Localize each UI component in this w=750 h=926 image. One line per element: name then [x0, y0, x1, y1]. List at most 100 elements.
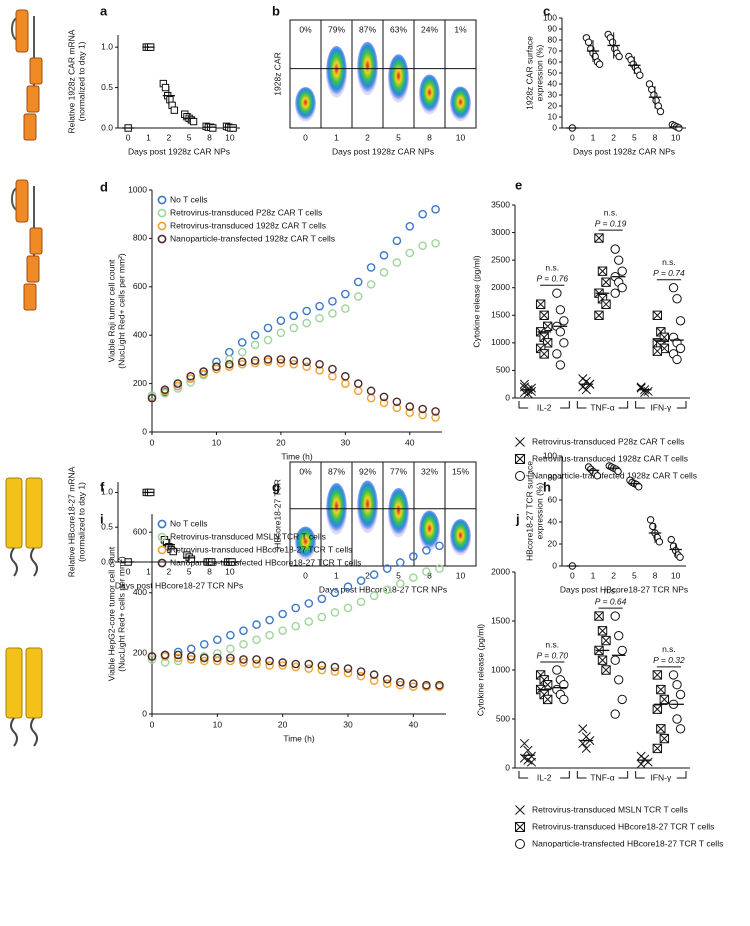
- point: [646, 516, 655, 524]
- point: [601, 665, 611, 675]
- point: [315, 359, 324, 369]
- point: [302, 362, 311, 371]
- panel-label: d: [100, 179, 108, 194]
- point: [291, 621, 301, 631]
- point: [289, 356, 299, 365]
- value-label: 92%: [359, 466, 376, 476]
- x-axis-label: Days post 1928z CAR NPs: [128, 146, 230, 156]
- point: [213, 656, 222, 666]
- point: [594, 611, 604, 621]
- point: [559, 694, 569, 705]
- point: [276, 316, 286, 325]
- x-tick-label: 5: [396, 570, 401, 580]
- point: [173, 650, 183, 660]
- legend-label: Retrovirus-transduced P28z CAR T cells: [170, 207, 322, 217]
- y-axis-label: HBcore18-27 TCR: [272, 479, 282, 549]
- point: [659, 694, 670, 705]
- point: [317, 612, 327, 622]
- point: [675, 689, 686, 700]
- point: [652, 346, 663, 356]
- x-tick-label: 10: [225, 566, 235, 576]
- y-axis-label: Relative HBcore18-27 mRNA: [66, 466, 76, 577]
- point: [289, 359, 299, 369]
- point: [317, 661, 327, 670]
- label-bg: [644, 403, 677, 413]
- ns-label: n.s.: [545, 639, 559, 649]
- legend-marker: [157, 221, 167, 231]
- y-axis-label: Viable HepG2-core tumor cell count: [106, 546, 116, 681]
- point: [173, 384, 183, 393]
- point: [302, 357, 311, 367]
- point: [418, 241, 427, 250]
- value-label: 32%: [421, 466, 438, 476]
- point: [555, 327, 566, 337]
- point: [395, 558, 405, 567]
- point: [535, 299, 546, 309]
- point: [225, 362, 234, 371]
- legend-marker: [157, 532, 167, 542]
- value-label: 87%: [359, 24, 376, 34]
- point: [328, 297, 337, 306]
- x-tick-label: 40: [409, 719, 419, 729]
- point: [369, 676, 379, 685]
- point: [278, 661, 287, 670]
- point: [276, 355, 286, 364]
- point: [667, 535, 675, 544]
- x-tick-label: 2: [611, 570, 616, 580]
- point: [278, 609, 287, 619]
- point: [304, 659, 314, 669]
- y-tick-label: 80: [548, 472, 558, 482]
- density-blob: [356, 480, 379, 533]
- point: [636, 383, 646, 393]
- x-tick-label: 2: [365, 132, 370, 142]
- point: [226, 644, 235, 654]
- point: [289, 323, 299, 333]
- point: [597, 626, 608, 636]
- point: [341, 289, 350, 299]
- point: [649, 522, 657, 531]
- x-tick-label: 0: [150, 437, 155, 447]
- point: [395, 677, 405, 687]
- point: [672, 294, 682, 304]
- point: [341, 372, 350, 381]
- point: [409, 682, 418, 692]
- y-tick-label: 90: [548, 23, 558, 33]
- label-bg: [644, 773, 677, 783]
- legend-marker: [157, 234, 167, 244]
- point: [239, 655, 248, 664]
- car-icon: [11, 9, 43, 141]
- legend-marker: [515, 471, 525, 481]
- value-label: 0%: [299, 466, 312, 476]
- y-tick-label: 50: [548, 67, 558, 77]
- point: [278, 658, 287, 667]
- point: [161, 83, 170, 92]
- x-axis-label: Time (h): [281, 451, 312, 461]
- point: [422, 567, 431, 576]
- point: [237, 359, 247, 369]
- point: [584, 38, 593, 46]
- x-tick-label: 8: [427, 132, 432, 142]
- point: [160, 388, 170, 398]
- point: [559, 680, 569, 690]
- point: [431, 407, 440, 416]
- point: [610, 655, 620, 665]
- point: [643, 757, 653, 767]
- label-bg: [528, 403, 561, 413]
- legend-marker: [515, 822, 525, 832]
- x-axis-label: Days post HBcore18-27 TCR NPs: [560, 584, 688, 594]
- point: [330, 608, 340, 617]
- point: [328, 364, 337, 374]
- x-tick-label: 30: [341, 437, 351, 447]
- x-tick-label: 1: [146, 566, 151, 576]
- x-tick-label: 0: [570, 570, 575, 580]
- point: [239, 626, 248, 635]
- x-tick-label: 1: [591, 132, 596, 142]
- point: [366, 393, 376, 403]
- point: [366, 263, 376, 272]
- x-tick-label: 8: [653, 132, 658, 142]
- point: [239, 640, 248, 649]
- panel-label: c: [543, 3, 550, 18]
- point: [304, 664, 314, 673]
- legend-marker: [515, 839, 525, 849]
